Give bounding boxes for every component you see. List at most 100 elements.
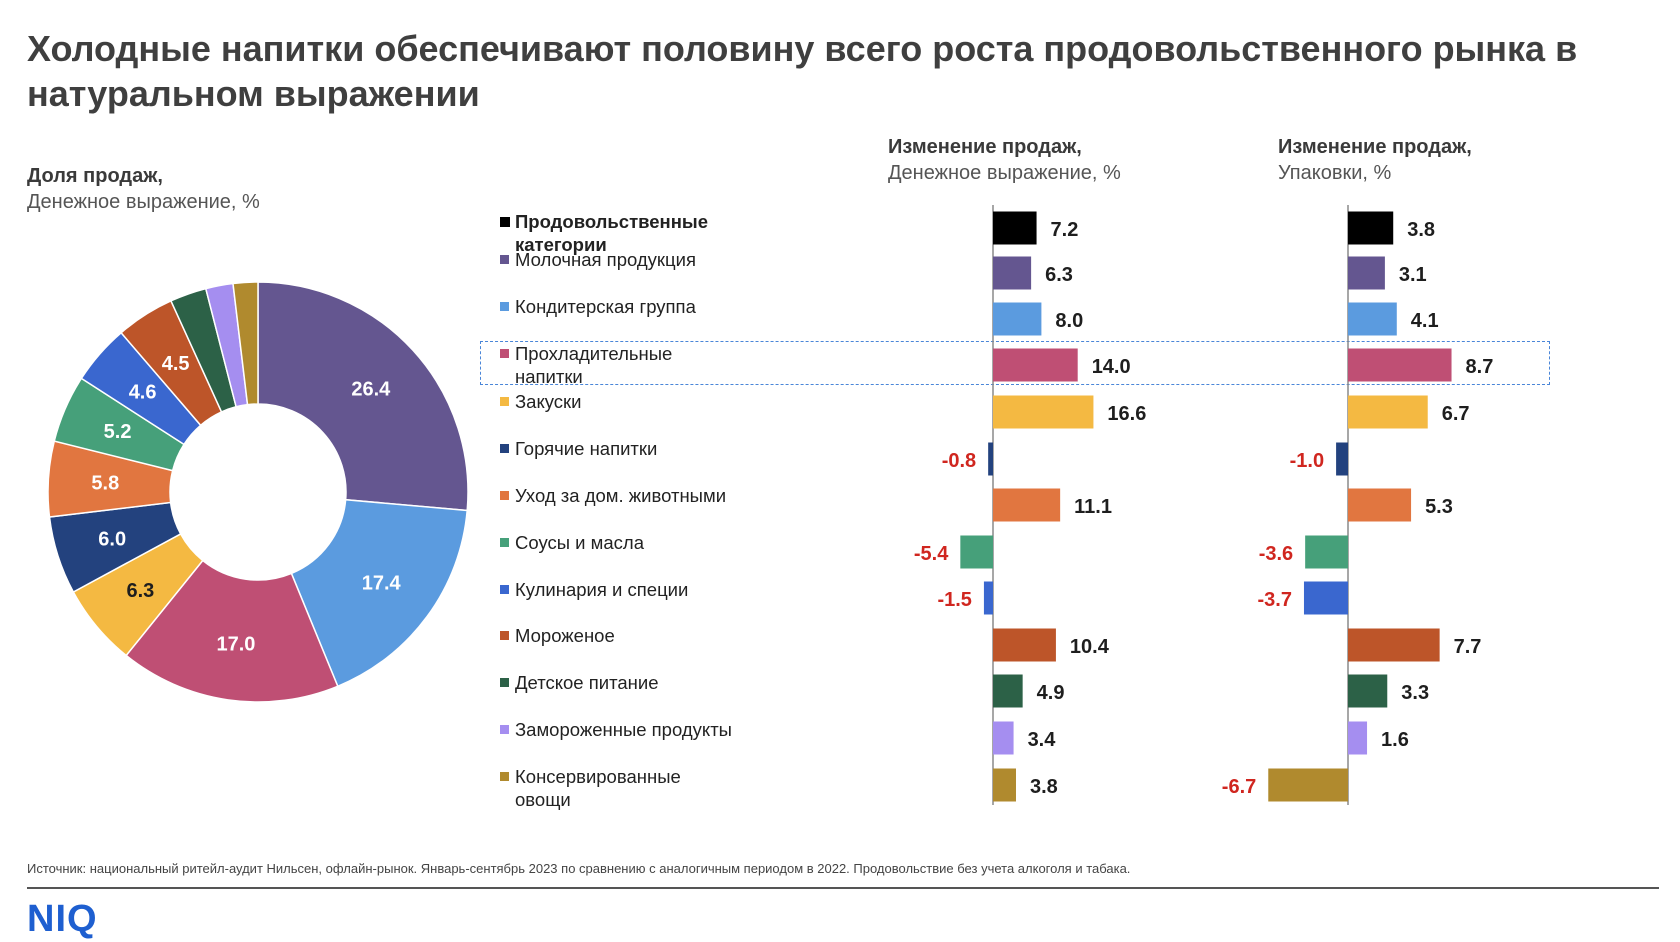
value-change-bar-label-11: 4.9 bbox=[1037, 682, 1065, 704]
units-change-bar-label-11: 3.3 bbox=[1401, 682, 1429, 704]
donut-slice-12 bbox=[232, 281, 259, 406]
donut-label-2: 17.4 bbox=[362, 573, 402, 595]
value-change-bar-11 bbox=[993, 674, 1023, 708]
legend-item-4: Прохладительные напитки bbox=[500, 342, 760, 388]
legend-label-2: Молочная продукция bbox=[515, 249, 696, 270]
value-change-bar-4 bbox=[993, 348, 1078, 382]
donut-slice-3 bbox=[125, 559, 339, 703]
value-change-bar-13 bbox=[993, 768, 1016, 802]
legend-label-4: Прохладительные напитки bbox=[515, 343, 673, 387]
value-change-bar-7 bbox=[993, 488, 1061, 522]
value-change-bar-label-3: 8.0 bbox=[1055, 310, 1083, 332]
legend-item-5: Закуски bbox=[500, 390, 760, 413]
legend-label-13: Консервированные овощи bbox=[515, 766, 681, 810]
legend-swatch-10 bbox=[500, 631, 509, 640]
legend-item-11: Детское питание bbox=[500, 671, 760, 694]
units-change-header-bold: Изменение продаж, bbox=[1278, 136, 1472, 158]
legend-swatch-11 bbox=[500, 678, 509, 687]
donut-label-8: 4.6 bbox=[129, 382, 157, 404]
legend-swatch-7 bbox=[500, 491, 509, 500]
units-change-bar-4 bbox=[1348, 348, 1452, 382]
value-change-header-bold: Изменение продаж, bbox=[888, 136, 1082, 158]
units-change-bar-label-7: 5.3 bbox=[1425, 496, 1453, 518]
value-change-bar-10 bbox=[993, 628, 1056, 662]
units-change-bar-13 bbox=[1268, 768, 1348, 802]
soft-drinks-highlight-box bbox=[480, 341, 1550, 385]
value-change-bar-2 bbox=[993, 256, 1032, 290]
legend-item-8: Соусы и масла bbox=[500, 531, 760, 554]
units-change-bar-label-6: -1.0 bbox=[1290, 450, 1324, 472]
legend-label-7: Уход за дом. животными bbox=[515, 485, 727, 506]
units-change-bar-label-3: 4.1 bbox=[1411, 310, 1439, 332]
legend-swatch-12 bbox=[500, 725, 509, 734]
value-change-bar-label-7: 11.1 bbox=[1074, 496, 1112, 518]
legend-label-8: Соусы и масла bbox=[515, 532, 644, 553]
units-change-bar-7 bbox=[1348, 488, 1412, 522]
legend-swatch-13 bbox=[500, 772, 509, 781]
value-change-bar-label-10: 10.4 bbox=[1070, 636, 1110, 658]
legend-item-2: Молочная продукция bbox=[500, 248, 760, 271]
legend-swatch-1 bbox=[500, 217, 510, 227]
legend-swatch-5 bbox=[500, 397, 509, 406]
legend-swatch-6 bbox=[500, 444, 509, 453]
units-change-bar-8 bbox=[1305, 535, 1348, 569]
value-change-bar-label-5: 16.6 bbox=[1107, 403, 1146, 425]
value-change-bar-label-12: 3.4 bbox=[1028, 729, 1057, 751]
legend-label-6: Горячие напитки bbox=[515, 438, 658, 459]
legend-item-3: Кондитерская группа bbox=[500, 295, 760, 318]
units-change-bar-12 bbox=[1348, 721, 1368, 755]
legend-item-6: Горячие напитки bbox=[500, 437, 760, 460]
value-change-header-normal: Денежное выражение, % bbox=[888, 162, 1121, 184]
value-change-bar-label-6: -0.8 bbox=[942, 450, 976, 472]
legend-label-3: Кондитерская группа bbox=[515, 296, 696, 317]
value-change-bar-8 bbox=[960, 535, 993, 569]
donut-slice-1 bbox=[257, 281, 469, 512]
legend-label-12: Замороженные продукты bbox=[515, 719, 732, 740]
source-footnote: Источник: национальный ритейл-аудит Ниль… bbox=[27, 861, 1131, 876]
value-change-bar-label-8: -5.4 bbox=[914, 543, 949, 565]
donut-label-6: 5.8 bbox=[91, 472, 119, 494]
value-change-bar-label-13: 3.8 bbox=[1030, 776, 1058, 798]
legend-label-1: Продовольственные категории bbox=[515, 211, 708, 255]
units-change-bar-2 bbox=[1348, 256, 1385, 290]
units-change-bar-label-5: 6.7 bbox=[1442, 403, 1470, 425]
value-change-bar-label-2: 6.3 bbox=[1045, 264, 1073, 286]
units-change-bar-label-1: 3.8 bbox=[1407, 219, 1435, 241]
units-change-header: Изменение продаж, Упаковки, % bbox=[1278, 134, 1472, 186]
value-change-bar-5 bbox=[993, 395, 1094, 429]
donut-label-1: 26.4 bbox=[351, 379, 391, 401]
value-change-bar-label-9: -1.5 bbox=[937, 589, 971, 611]
legend-swatch-4 bbox=[500, 349, 509, 358]
value-change-bar-label-1: 7.2 bbox=[1051, 219, 1079, 241]
niq-logo: NIQ bbox=[27, 898, 98, 940]
units-change-bar-11 bbox=[1348, 674, 1388, 708]
units-change-bar-label-13: -6.7 bbox=[1222, 776, 1256, 798]
value-change-bar-label-4: 14.0 bbox=[1092, 356, 1131, 378]
legend-item-12: Замороженные продукты bbox=[500, 718, 760, 741]
page-title: Холодные напитки обеспечивают половину в… bbox=[27, 28, 1578, 114]
units-change-bar-label-2: 3.1 bbox=[1399, 264, 1427, 286]
legend-swatch-2 bbox=[500, 255, 509, 264]
units-change-bar-label-8: -3.6 bbox=[1259, 543, 1293, 565]
donut-label-5: 6.0 bbox=[98, 528, 126, 550]
units-change-bar-3 bbox=[1348, 302, 1397, 336]
units-change-bar-label-9: -3.7 bbox=[1258, 589, 1292, 611]
value-change-bar-3 bbox=[993, 302, 1042, 336]
donut-label-4: 6.3 bbox=[127, 580, 155, 602]
legend-item-7: Уход за дом. животными bbox=[500, 484, 760, 507]
share-donut-chart: 26.4 17.4 17.0 6.3 6.0 5.8 5.2 4.64.5 bbox=[47, 281, 469, 703]
legend-label-9: Кулинария и специи bbox=[515, 579, 689, 600]
share-header: Доля продаж, Денежное выражение, % bbox=[27, 163, 260, 215]
donut-slice-2 bbox=[290, 498, 469, 688]
units-change-bar-6 bbox=[1336, 442, 1348, 476]
legend-label-11: Детское питание bbox=[515, 672, 659, 693]
share-header-bold: Доля продаж, bbox=[27, 165, 163, 187]
share-header-normal: Денежное выражение, % bbox=[27, 191, 260, 213]
value-change-bar-12 bbox=[993, 721, 1014, 755]
units-change-bar-label-10: 7.7 bbox=[1454, 636, 1482, 658]
units-change-header-normal: Упаковки, % bbox=[1278, 162, 1392, 184]
legend-item-1: Продовольственные категории bbox=[500, 210, 760, 256]
units-change-bar-5 bbox=[1348, 395, 1428, 429]
units-change-bar-1 bbox=[1348, 211, 1394, 245]
